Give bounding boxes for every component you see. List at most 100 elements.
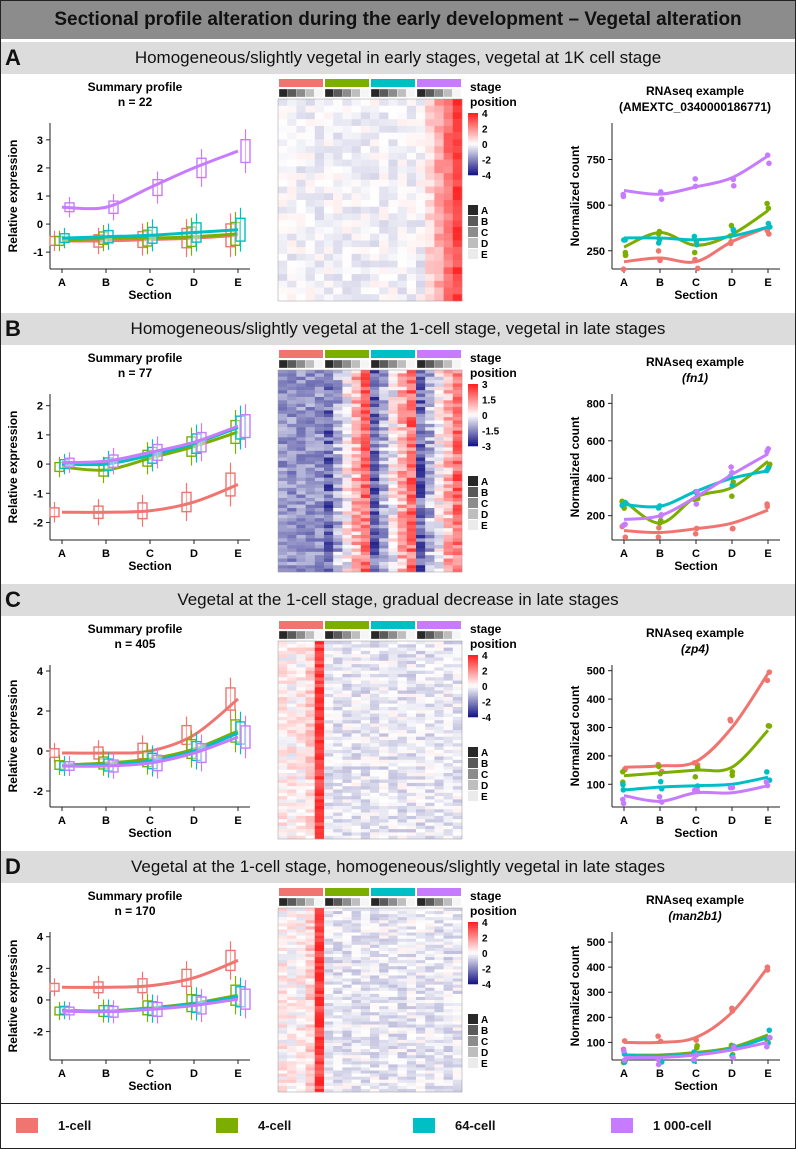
heatmap-cell: [406, 440, 417, 445]
heatmap-cell: [278, 1088, 288, 1093]
heatmap-cell: [434, 376, 444, 381]
heatmap-cell: [278, 667, 288, 671]
heatmap-cell: [416, 538, 426, 542]
heatmap-cell: [351, 99, 361, 106]
heatmap-cell: [351, 504, 361, 509]
heatmap-cell: [278, 538, 288, 542]
heatmap-cell: [296, 1000, 306, 1004]
heatmap-cell: [443, 697, 453, 701]
heatmap-cell: [296, 420, 306, 425]
heatmap-cell: [434, 756, 444, 760]
heatmap-cell: [324, 941, 334, 945]
heatmap-cell: [314, 1036, 325, 1041]
heatmap-cell: [305, 990, 315, 995]
heatmap-cell: [388, 700, 398, 704]
heatmap-cell: [406, 644, 417, 648]
heatmap-cell: [452, 393, 463, 398]
heatmap-cell: [406, 932, 417, 936]
heatmap-cell: [406, 1015, 417, 1019]
heatmap-cell: [305, 740, 315, 744]
panel-d-letter: D: [5, 854, 21, 879]
box-mark: [225, 472, 236, 497]
heatmap-cell: [452, 707, 463, 711]
heatmap-cell: [314, 497, 325, 502]
heatmap-cell: [397, 233, 407, 241]
heatmap-cell: [397, 723, 407, 727]
heatmap-cell: [388, 674, 398, 678]
heatmap-cell: [360, 969, 371, 973]
heatmap-cell: [425, 541, 435, 546]
heatmap-cell: [388, 541, 398, 546]
heatmap-cell: [379, 1030, 389, 1034]
heatmap-cell: [360, 417, 371, 421]
heatmap-cell: [416, 984, 426, 988]
heatmap-cell: [296, 457, 306, 462]
heatmap-cell: [314, 193, 325, 201]
heatmap-cell: [425, 710, 435, 714]
heatmap-cell: [360, 1030, 371, 1034]
position-bar: [406, 88, 416, 98]
heatmap-cell: [305, 987, 315, 991]
heatmap-cell: [416, 960, 426, 964]
heatmap-cell: [425, 460, 435, 465]
heatmap-cell: [406, 159, 417, 167]
color-scale-step: [468, 944, 478, 948]
heatmap-cell: [360, 941, 371, 945]
heatmap-cell: [452, 139, 463, 147]
heatmap-cell: [370, 981, 380, 985]
heatmap-cell: [287, 733, 297, 737]
heatmap-cell: [397, 670, 407, 675]
heatmap-cell: [452, 152, 463, 160]
x-tick-label: A: [620, 548, 628, 560]
heatmap-cell: [351, 146, 361, 154]
heatmap-cell: [443, 963, 453, 967]
heatmap-cell: [333, 829, 343, 833]
heatmap-cell: [370, 733, 380, 737]
heatmap-cell: [452, 1018, 463, 1022]
heatmap-cell: [425, 396, 435, 401]
heatmap-cell: [351, 822, 361, 826]
heatmap-cell: [434, 1039, 444, 1044]
heatmap-cell: [278, 267, 288, 275]
heatmap-cell: [333, 260, 343, 268]
heatmap-cell: [370, 179, 380, 187]
heatmap-cell: [416, 963, 426, 967]
heatmap-cell: [379, 720, 389, 724]
heatmap-cell: [287, 908, 297, 912]
heatmap-cell: [287, 716, 297, 721]
heatmap-cell: [351, 650, 361, 655]
heatmap-cell: [379, 481, 389, 485]
heatmap-cell: [406, 938, 417, 942]
heatmap-cell: [324, 396, 334, 401]
heatmap-cell: [434, 484, 444, 489]
heatmap-cell: [397, 1012, 407, 1016]
heatmap-cell: [342, 568, 352, 573]
heatmap-cell: [360, 806, 371, 810]
heatmap-cell: [342, 726, 352, 731]
heatmap-cell: [278, 700, 288, 704]
heatmap-cell: [425, 545, 435, 549]
heatmap-cell: [314, 1039, 325, 1044]
heatmap-cell: [287, 538, 297, 542]
heatmap-cell: [452, 650, 463, 655]
heatmap-cell: [324, 427, 334, 431]
heatmap-cell: [397, 538, 407, 542]
heatmap-cell: [314, 693, 325, 698]
heatmap-cell: [406, 756, 417, 760]
heatmap-cell: [388, 697, 398, 701]
heatmap-cell: [305, 1000, 315, 1004]
heatmap-cell: [324, 1000, 334, 1004]
heatmap-cell: [416, 447, 426, 451]
heatmap-cell: [324, 832, 334, 836]
heatmap-cell: [360, 697, 371, 701]
heatmap-cell: [351, 1061, 361, 1065]
heatmap-cell: [278, 932, 288, 936]
data-point: [692, 176, 699, 182]
heatmap-cell: [388, 825, 398, 830]
heatmap-cell: [324, 1061, 334, 1065]
heatmap-cell: [379, 920, 389, 924]
heatmap-cell: [305, 1088, 315, 1093]
heatmap-cell: [324, 687, 334, 691]
heatmap-cell: [416, 683, 426, 688]
heatmap-cell: [370, 427, 380, 431]
